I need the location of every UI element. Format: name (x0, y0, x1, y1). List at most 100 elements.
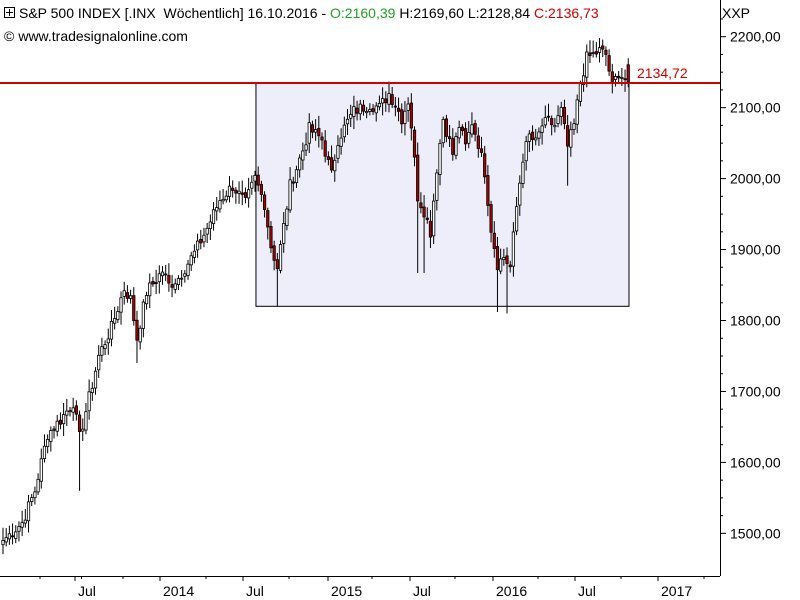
candle-body (192, 250, 196, 258)
consolidation-range-box (255, 82, 630, 307)
candle (479, 136, 484, 157)
candle-body (617, 75, 621, 79)
candle-body (508, 264, 512, 268)
copyright-icon: © (4, 28, 15, 44)
candle (250, 175, 254, 195)
candle (396, 97, 401, 122)
candle (141, 299, 145, 338)
candle (524, 135, 528, 171)
candle-body (14, 531, 18, 539)
candle (454, 132, 458, 160)
candle-body (68, 410, 72, 413)
candle-body (537, 131, 541, 139)
candle-body (604, 49, 608, 55)
candle (521, 153, 525, 189)
candle-body (116, 311, 120, 321)
candle-body (253, 175, 257, 182)
candle-body (20, 522, 24, 528)
candle (234, 187, 238, 204)
candle-body (298, 157, 302, 171)
candle-body (476, 135, 480, 149)
candle-body (33, 491, 37, 499)
candle (508, 260, 512, 273)
candle (575, 94, 579, 134)
candle (144, 291, 149, 310)
candle-body (329, 157, 334, 171)
source-link[interactable]: www.tradesignalonline.com (18, 28, 188, 44)
candle (463, 122, 468, 151)
candle (352, 95, 356, 130)
candle (441, 116, 445, 148)
candle-body (10, 535, 15, 538)
candles (1, 38, 630, 555)
instrument-plus-icon[interactable] (4, 7, 15, 18)
candle-body (215, 207, 219, 212)
candle-body (77, 414, 82, 432)
candle (36, 473, 40, 495)
candle (610, 63, 614, 94)
candle (183, 270, 187, 283)
candle-body (361, 104, 366, 112)
candle-body (320, 136, 324, 141)
candle (211, 201, 216, 231)
candle (562, 99, 567, 130)
candle (125, 285, 130, 303)
candle (49, 426, 53, 452)
candle (499, 248, 503, 275)
candle (14, 525, 18, 544)
candle-body (17, 525, 21, 532)
candle-body (103, 344, 107, 349)
candle (97, 345, 101, 378)
candle (505, 247, 509, 314)
candle (390, 86, 394, 108)
low-value: L:2128,84 (467, 5, 531, 21)
candle-body (262, 194, 267, 210)
x-tick-label: Jul (578, 583, 596, 599)
candle (164, 264, 168, 282)
candle (607, 49, 611, 76)
candle (588, 40, 592, 64)
candle (476, 127, 480, 158)
candle-body (100, 346, 104, 356)
candle-body (572, 123, 576, 130)
candle (167, 263, 171, 292)
candle (511, 222, 516, 277)
candle (218, 190, 222, 213)
candle-body (352, 106, 356, 117)
candle-body (55, 420, 59, 432)
y-tick-label: 1700,00 (730, 383, 781, 399)
candle-body (505, 255, 509, 264)
candle-body (384, 98, 388, 104)
close-value: C:2136,73 (534, 5, 599, 21)
candle (355, 100, 359, 121)
candle-body (416, 154, 420, 202)
candle-body (540, 125, 544, 133)
candle (227, 176, 232, 203)
candle (26, 494, 31, 533)
x-tick-label: 2014 (163, 583, 194, 599)
candle-body (135, 319, 139, 341)
candle (425, 207, 429, 224)
candle-body (447, 136, 452, 140)
candle-body (492, 232, 496, 249)
candle-body (342, 124, 346, 138)
candle (613, 73, 618, 87)
candle-body (422, 206, 426, 218)
candle-body (566, 125, 570, 147)
candle (416, 142, 420, 273)
candle (530, 125, 535, 151)
candle (556, 105, 560, 128)
candle-body (231, 187, 235, 191)
candle (550, 115, 554, 136)
candle (336, 135, 340, 164)
candle (594, 42, 598, 58)
candle (128, 289, 133, 304)
candle (199, 229, 203, 250)
candle-body (432, 200, 436, 237)
candle-body (521, 161, 525, 184)
candle-body (144, 295, 149, 305)
candle (572, 118, 576, 135)
candle (33, 486, 37, 505)
candle-body (518, 182, 522, 206)
